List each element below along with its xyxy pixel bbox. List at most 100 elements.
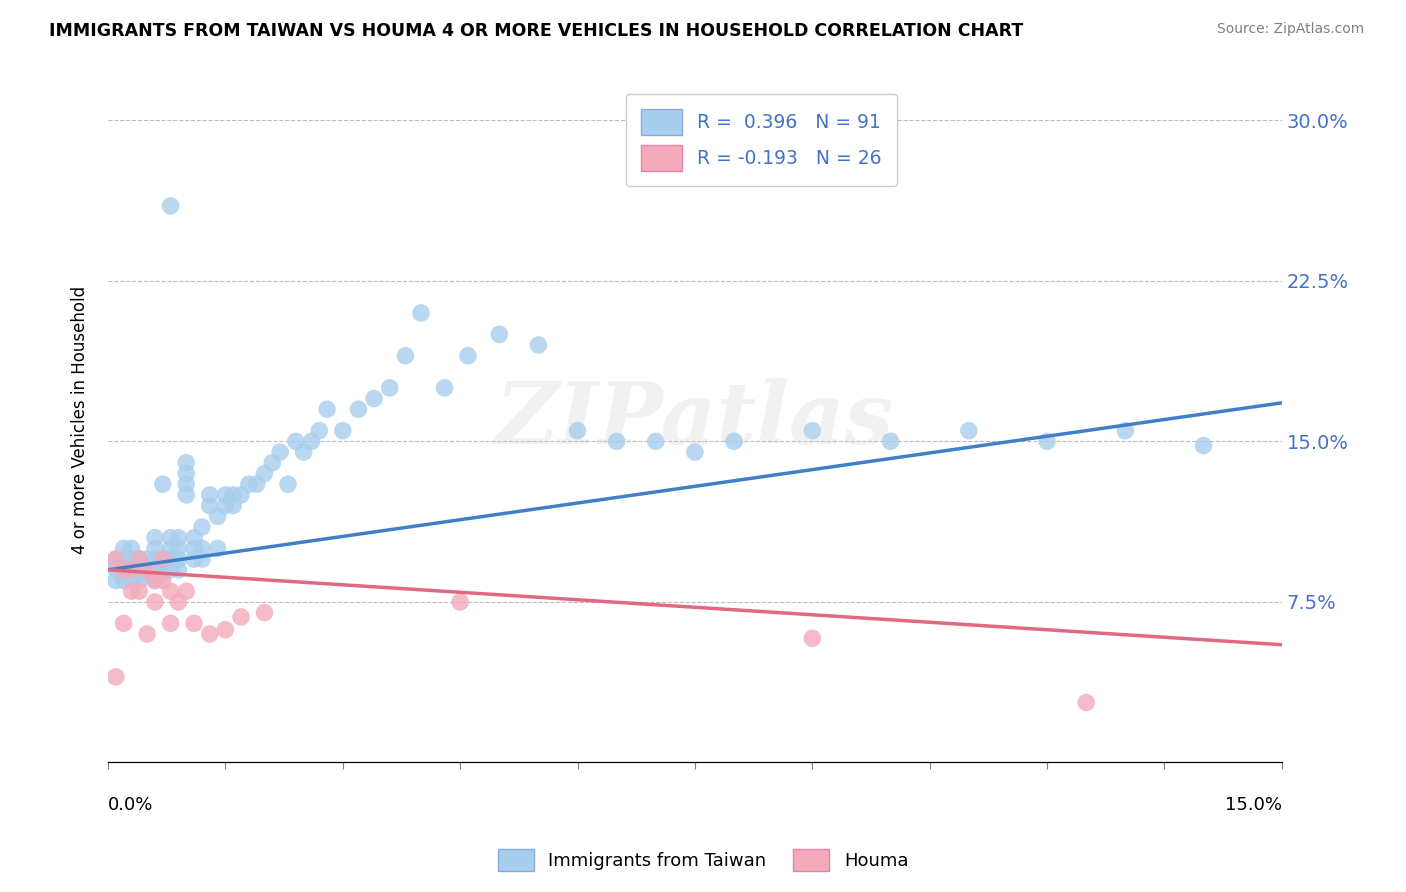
Point [104, 558, 127, 573]
Point [284, 434, 307, 449]
Point [191, 520, 214, 534]
Point [1192, 439, 1215, 453]
Point [143, 531, 166, 545]
Text: Source: ZipAtlas.com: Source: ZipAtlas.com [1216, 22, 1364, 37]
Point [238, 477, 260, 491]
Point [316, 402, 339, 417]
Point [128, 567, 150, 582]
Point [183, 552, 205, 566]
Point [174, 467, 197, 481]
Point [104, 670, 127, 684]
Point [136, 563, 159, 577]
Point [1036, 434, 1059, 449]
Point [121, 552, 143, 566]
Point [167, 552, 190, 566]
Point [152, 574, 174, 588]
Point [222, 488, 245, 502]
Point [159, 541, 181, 556]
Point [136, 627, 159, 641]
Point [191, 541, 214, 556]
Point [128, 574, 150, 588]
Point [488, 327, 510, 342]
Point [136, 558, 159, 573]
Legend: R =  0.396   N = 91, R = -0.193   N = 26: R = 0.396 N = 91, R = -0.193 N = 26 [626, 94, 897, 186]
Point [378, 381, 401, 395]
Point [159, 616, 181, 631]
Point [112, 567, 135, 582]
Point [167, 595, 190, 609]
Point [121, 563, 143, 577]
Point [112, 558, 135, 573]
Point [159, 563, 181, 577]
Text: 15.0%: 15.0% [1225, 797, 1282, 814]
Point [174, 456, 197, 470]
Point [457, 349, 479, 363]
Point [104, 563, 127, 577]
Point [121, 584, 143, 599]
Point [152, 552, 174, 566]
Point [207, 541, 229, 556]
Point [229, 610, 252, 624]
Point [246, 477, 269, 491]
Point [183, 616, 205, 631]
Point [183, 541, 205, 556]
Point [409, 306, 432, 320]
Point [121, 574, 143, 588]
Point [174, 477, 197, 491]
Point [136, 552, 159, 566]
Point [159, 552, 181, 566]
Point [112, 541, 135, 556]
Point [143, 574, 166, 588]
Point [214, 488, 236, 502]
Point [174, 584, 197, 599]
Point [222, 499, 245, 513]
Point [152, 567, 174, 582]
Point [104, 574, 127, 588]
Point [112, 616, 135, 631]
Point [121, 563, 143, 577]
Point [214, 623, 236, 637]
Point [449, 595, 471, 609]
Point [214, 499, 236, 513]
Point [269, 445, 291, 459]
Legend: Immigrants from Taiwan, Houma: Immigrants from Taiwan, Houma [491, 842, 915, 879]
Point [152, 552, 174, 566]
Point [308, 424, 330, 438]
Point [121, 567, 143, 582]
Point [1076, 696, 1098, 710]
Point [143, 595, 166, 609]
Point [433, 381, 456, 395]
Point [567, 424, 589, 438]
Point [104, 552, 127, 566]
Point [191, 552, 214, 566]
Point [143, 574, 166, 588]
Point [112, 563, 135, 577]
Point [262, 456, 284, 470]
Point [136, 567, 159, 582]
Point [277, 477, 299, 491]
Point [143, 552, 166, 566]
Point [128, 552, 150, 566]
Point [152, 558, 174, 573]
Y-axis label: 4 or more Vehicles in Household: 4 or more Vehicles in Household [72, 286, 89, 554]
Point [128, 584, 150, 599]
Point [143, 563, 166, 577]
Point [159, 584, 181, 599]
Point [104, 552, 127, 566]
Point [801, 632, 824, 646]
Point [527, 338, 550, 352]
Point [112, 552, 135, 566]
Point [292, 445, 315, 459]
Point [683, 445, 706, 459]
Point [174, 488, 197, 502]
Point [1114, 424, 1136, 438]
Point [879, 434, 901, 449]
Point [152, 477, 174, 491]
Point [394, 349, 416, 363]
Point [128, 558, 150, 573]
Point [606, 434, 628, 449]
Text: IMMIGRANTS FROM TAIWAN VS HOUMA 4 OR MORE VEHICLES IN HOUSEHOLD CORRELATION CHAR: IMMIGRANTS FROM TAIWAN VS HOUMA 4 OR MOR… [49, 22, 1024, 40]
Point [347, 402, 370, 417]
Point [167, 531, 190, 545]
Point [167, 541, 190, 556]
